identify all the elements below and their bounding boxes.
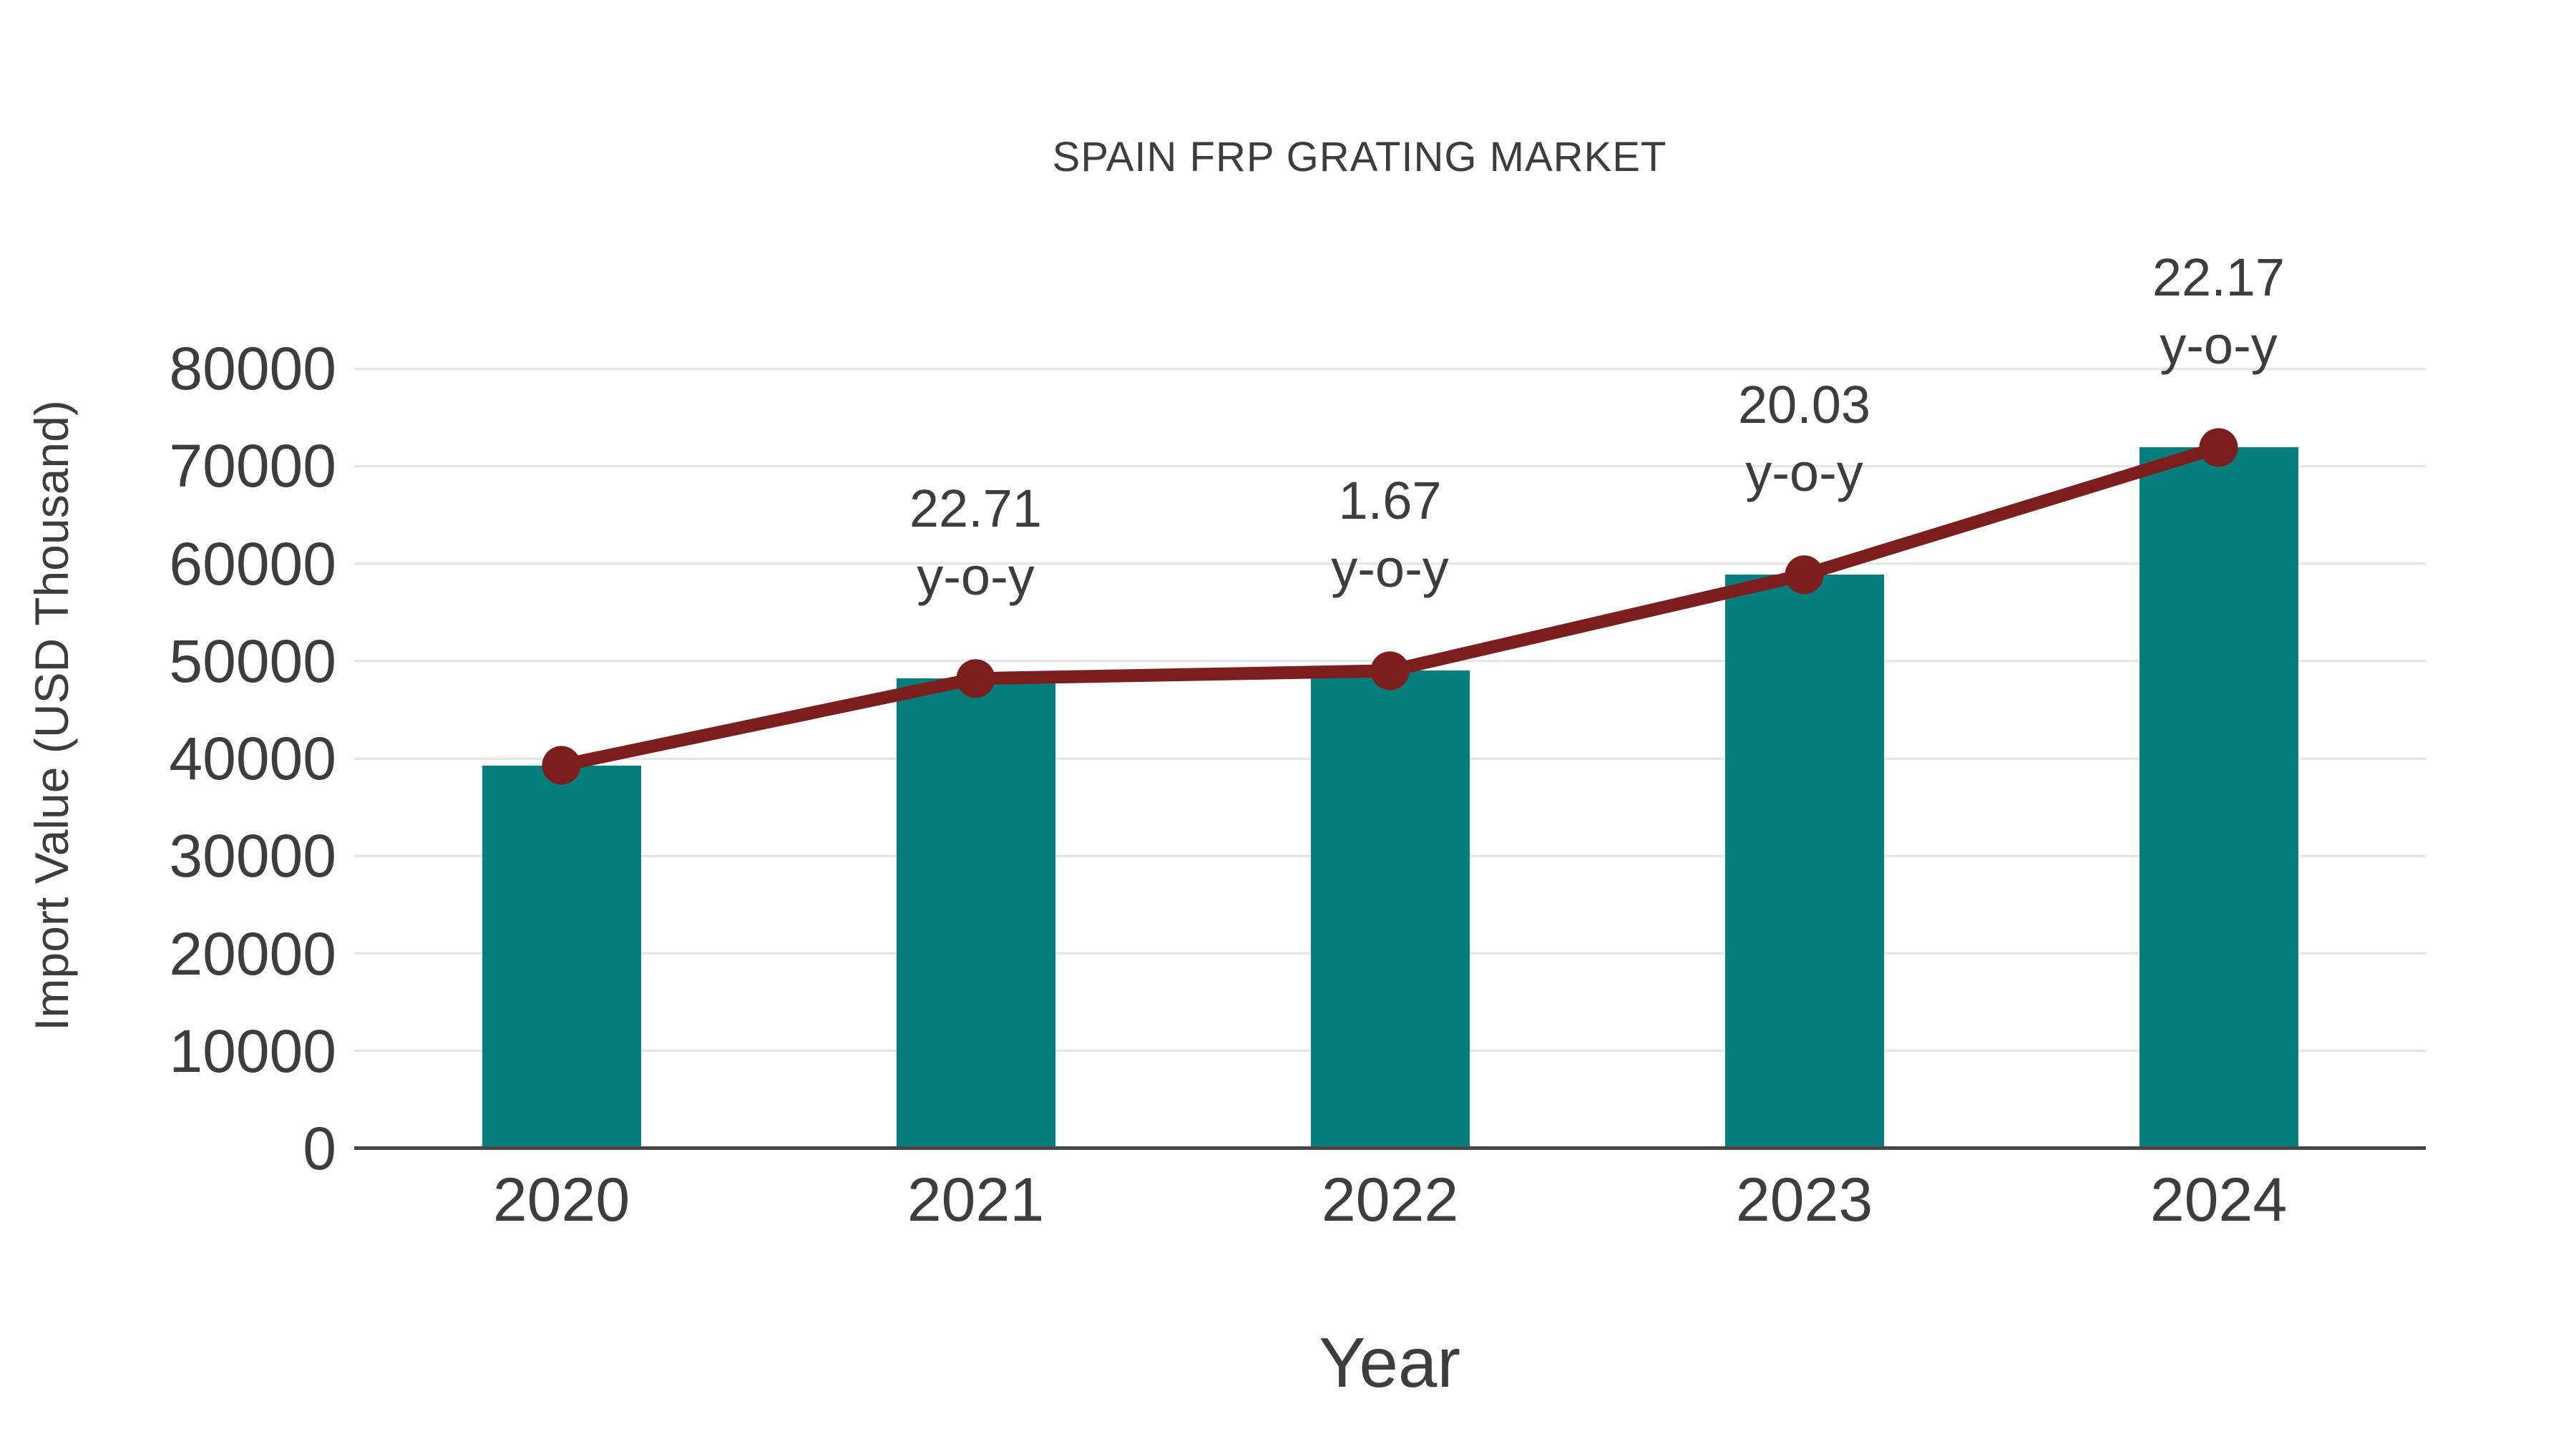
bar-2022 bbox=[1310, 670, 1470, 1148]
x-tick-label-2022: 2022 bbox=[1321, 1166, 1459, 1234]
gridline-70000 bbox=[354, 464, 2426, 467]
annotation-yoy-label: y-o-y bbox=[1745, 443, 1863, 503]
x-axis-tick-labels: 2020 2021 2022 2023 2024 bbox=[354, 1161, 2426, 1246]
trend-marker-2022 bbox=[1370, 651, 1410, 691]
annotation-yoy-label: y-o-y bbox=[1331, 539, 1449, 599]
x-tick-label-2023: 2023 bbox=[1735, 1166, 1873, 1234]
y-tick-label-20000: 20000 bbox=[169, 919, 336, 987]
x-tick-label-2024: 2024 bbox=[2150, 1166, 2288, 1234]
y-tick-label-40000: 40000 bbox=[169, 725, 336, 792]
bar-2024 bbox=[2139, 447, 2298, 1148]
gridline-60000 bbox=[354, 562, 2426, 565]
annotation-value: 22.17 bbox=[2152, 248, 2285, 308]
y-tick-label-70000: 70000 bbox=[169, 432, 336, 500]
annotation-value: 1.67 bbox=[1338, 471, 1442, 531]
bar-2023 bbox=[1724, 575, 1884, 1148]
y-tick-label-0: 0 bbox=[303, 1115, 336, 1182]
annotation-2023: 20.03 y-o-y bbox=[1583, 371, 2026, 507]
annotation-value: 20.03 bbox=[1737, 375, 1871, 435]
bar-2021 bbox=[896, 678, 1055, 1148]
y-tick-label-50000: 50000 bbox=[169, 627, 336, 695]
annotation-2024: 22.17 y-o-y bbox=[1997, 243, 2441, 379]
trend-marker-2023 bbox=[1785, 555, 1824, 595]
trend-marker-2020 bbox=[542, 746, 581, 785]
y-tick-label-30000: 30000 bbox=[169, 822, 336, 890]
x-axis-line bbox=[354, 1146, 2426, 1150]
y-axis-tick-labels: 0 10000 20000 30000 40000 50000 60000 70000 8000… bbox=[93, 286, 336, 1179]
y-tick-label-60000: 60000 bbox=[169, 530, 336, 597]
annotation-value: 22.71 bbox=[909, 479, 1043, 539]
annotation-yoy-label: y-o-y bbox=[2160, 316, 2278, 376]
annotation-2021: 22.71 y-o-y bbox=[754, 474, 1198, 610]
gridline-80000 bbox=[354, 367, 2426, 370]
trend-marker-2024 bbox=[2199, 428, 2238, 467]
y-tick-label-80000: 80000 bbox=[169, 335, 336, 402]
plot-area: 22.71 y-o-y 1.67 y-o-y 20.03 y-o-y 22.17 y-o-y bbox=[354, 248, 2426, 1150]
x-tick-label-2020: 2020 bbox=[492, 1166, 630, 1234]
trend-line-overlay bbox=[542, 428, 2238, 785]
annotation-yoy-label: y-o-y bbox=[917, 547, 1035, 607]
annotation-2022: 1.67 y-o-y bbox=[1169, 467, 1612, 602]
y-axis-title: Import Value (USD Thousand) bbox=[25, 400, 78, 1031]
x-axis-title: Year bbox=[1318, 1323, 1461, 1402]
x-tick-label-2021: 2021 bbox=[907, 1166, 1045, 1234]
chart-title: SPAIN FRP GRATING MARKET bbox=[1052, 134, 1667, 180]
y-tick-label-10000: 10000 bbox=[169, 1017, 336, 1085]
trend-marker-2021 bbox=[956, 659, 995, 698]
bar-2020 bbox=[482, 765, 641, 1148]
